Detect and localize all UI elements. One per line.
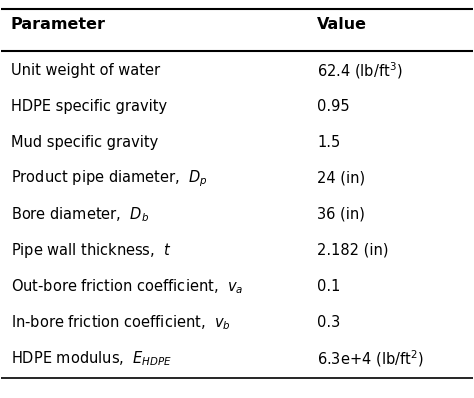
Text: Value: Value <box>317 17 367 32</box>
Text: Mud specific gravity: Mud specific gravity <box>11 135 158 150</box>
Text: 62.4 (lb/ft$^3$): 62.4 (lb/ft$^3$) <box>317 60 403 81</box>
Text: 2.182 (in): 2.182 (in) <box>317 243 389 258</box>
Text: 6.3e+4 (lb/ft$^2$): 6.3e+4 (lb/ft$^2$) <box>317 348 424 369</box>
Text: Pipe wall thickness,  $t$: Pipe wall thickness, $t$ <box>11 241 172 260</box>
Text: Out-bore friction coefficient,  $v_a$: Out-bore friction coefficient, $v_a$ <box>11 277 243 296</box>
Text: 36 (in): 36 (in) <box>317 207 365 222</box>
Text: 0.1: 0.1 <box>317 279 340 294</box>
Text: HDPE modulus,  $E_{HDPE}$: HDPE modulus, $E_{HDPE}$ <box>11 349 172 368</box>
Text: 24 (in): 24 (in) <box>317 171 365 186</box>
Text: Product pipe diameter,  $D_p$: Product pipe diameter, $D_p$ <box>11 168 208 189</box>
Text: 0.95: 0.95 <box>317 99 350 114</box>
Text: In-bore friction coefficient,  $v_b$: In-bore friction coefficient, $v_b$ <box>11 313 230 332</box>
Text: 0.3: 0.3 <box>317 315 340 330</box>
Text: Bore diameter,  $D_b$: Bore diameter, $D_b$ <box>11 205 149 224</box>
Text: 1.5: 1.5 <box>317 135 340 150</box>
Text: HDPE specific gravity: HDPE specific gravity <box>11 99 167 114</box>
Text: Parameter: Parameter <box>11 17 106 32</box>
Text: Unit weight of water: Unit weight of water <box>11 63 160 78</box>
